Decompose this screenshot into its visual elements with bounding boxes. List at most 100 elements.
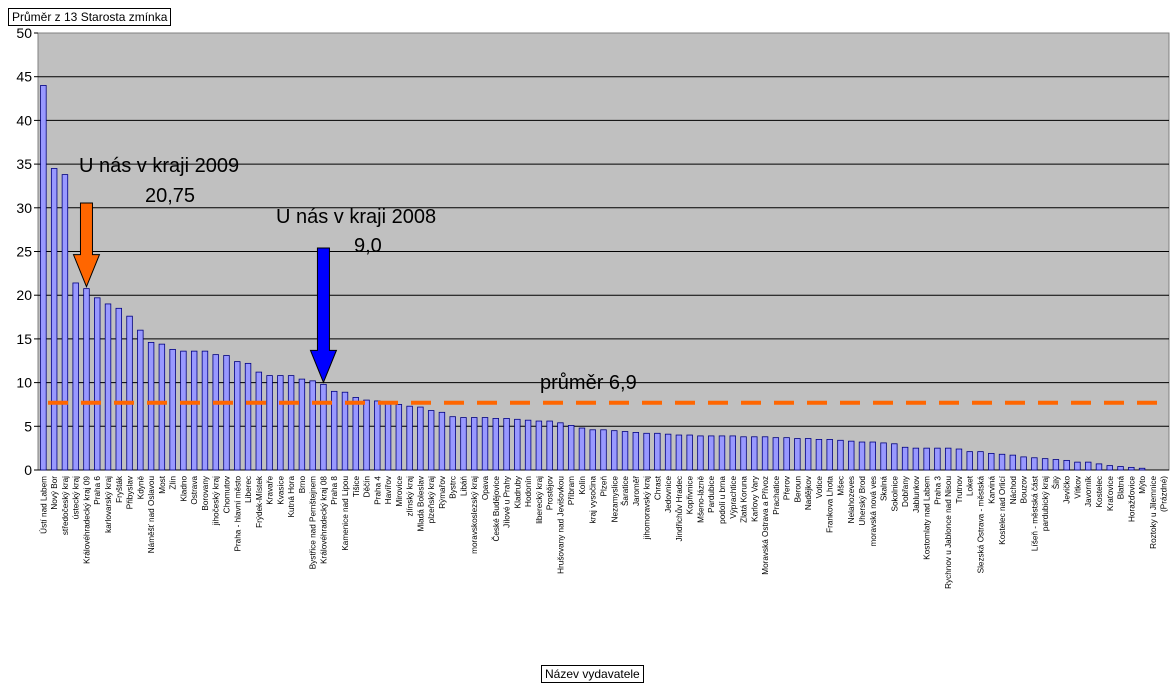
bar xyxy=(729,435,736,471)
bar xyxy=(481,417,489,471)
x-tick-label: České Budějovice xyxy=(491,476,501,542)
x-tick-label: Karlovy Vary xyxy=(750,475,759,522)
x-tick-label: Zlatá Koruna xyxy=(740,476,749,523)
x-tick-label: Libáň xyxy=(459,476,468,496)
bar xyxy=(277,375,284,471)
bar xyxy=(761,436,769,471)
bar xyxy=(1085,461,1092,471)
y-tick-label: 45 xyxy=(16,69,32,85)
y-tick-label: 0 xyxy=(24,462,32,478)
x-tick-label: Beroun xyxy=(793,476,802,503)
bar xyxy=(503,418,510,471)
x-tick-label: Náchod xyxy=(1009,476,1018,505)
bar xyxy=(589,429,596,471)
bar xyxy=(966,451,973,471)
x-tick-label: Kladruby xyxy=(513,475,522,508)
bar xyxy=(815,439,823,471)
x-tick-label: Karviná xyxy=(987,476,996,504)
x-tick-label: Kdyně xyxy=(136,476,145,500)
bar xyxy=(514,418,521,471)
x-tick-label: Kraťovice xyxy=(1106,476,1115,511)
x-tick-label: Pardubice xyxy=(707,476,716,513)
bar xyxy=(783,437,790,471)
bar xyxy=(611,430,618,471)
bar xyxy=(94,297,101,471)
bar xyxy=(417,406,424,471)
x-tick-label: Kamenice nad Lipou xyxy=(341,476,350,551)
x-tick-label: Most xyxy=(158,475,167,493)
bar xyxy=(137,329,144,471)
bar xyxy=(104,303,112,471)
annotation-value: 9,0 xyxy=(354,235,382,257)
x-tick-label: Královéhradecký kraj 09 xyxy=(82,476,91,564)
bar xyxy=(374,400,381,471)
bar xyxy=(1095,463,1103,471)
bar xyxy=(298,378,306,471)
bar xyxy=(858,441,866,471)
x-tick-label: Hodonín xyxy=(524,476,533,507)
x-tick-label: ústecký kraj xyxy=(72,476,81,519)
x-tick-label: Plzeň xyxy=(600,476,609,497)
bar xyxy=(158,343,166,471)
bar xyxy=(891,443,898,471)
x-tick-label: Jílové u Prahy xyxy=(503,475,512,528)
x-tick-label: Kladno xyxy=(179,476,188,502)
x-tick-label: moravská nová ves xyxy=(869,476,878,547)
x-tick-label: Chomutov xyxy=(223,475,232,513)
x-tick-label: karlovarský kraj xyxy=(104,476,113,533)
y-tick-label: 35 xyxy=(16,156,32,172)
x-tick-label: Praha 3 xyxy=(933,476,942,505)
x-tick-label: moravskoslezský kraj xyxy=(470,476,479,554)
bar xyxy=(147,341,155,471)
bar xyxy=(287,375,295,471)
x-tick-label: Šilý xyxy=(1051,475,1061,489)
bar xyxy=(190,350,198,471)
x-tick-label: plzeňský kraj xyxy=(427,476,436,524)
x-tick-label: Dobřany xyxy=(901,475,910,507)
x-tick-label: Nelahozeves xyxy=(847,476,856,523)
bar xyxy=(1074,461,1081,471)
x-tick-label: jihomoravský kraj xyxy=(643,476,652,540)
bar xyxy=(180,350,187,471)
y-tick-label: 5 xyxy=(24,418,32,434)
bar xyxy=(686,434,693,471)
bar xyxy=(1117,466,1124,471)
x-tick-label: Nadějkov xyxy=(804,475,813,510)
bar xyxy=(395,404,403,471)
x-tick-label: Jablunkov xyxy=(912,475,921,513)
bar xyxy=(255,371,263,471)
x-tick-label: Jaroměř xyxy=(632,476,641,506)
bar xyxy=(72,282,79,471)
x-tick-label: Horažďovice xyxy=(1127,476,1136,522)
bar xyxy=(934,447,941,471)
average-label: průměr 6,9 xyxy=(540,372,637,394)
y-tick-label: 20 xyxy=(16,287,32,303)
x-tick-label: Kolín xyxy=(578,476,587,495)
y-tick-label: 15 xyxy=(16,331,32,347)
x-tick-label: Zlín xyxy=(169,476,178,490)
bar xyxy=(341,391,349,471)
bar xyxy=(912,447,920,471)
bars xyxy=(40,85,1146,471)
x-axis-labels: Ústí nad Labem Nový Bor středočeský kraj ús… xyxy=(38,475,1168,589)
bar xyxy=(40,85,47,471)
y-tick-label: 25 xyxy=(16,244,32,260)
bar xyxy=(1106,465,1113,471)
chart-title: Průměr z 13 Starosta zmínka xyxy=(8,8,172,26)
bar xyxy=(1031,457,1038,471)
x-tick-label: Náměšť nad Oslavou xyxy=(147,476,156,554)
x-tick-label: Jindřichův Hradec xyxy=(674,476,684,542)
bar xyxy=(244,362,252,471)
bar xyxy=(977,451,984,471)
bar xyxy=(837,439,844,471)
bar xyxy=(449,416,456,471)
x-tick-label: Frankova Lhota xyxy=(826,476,835,533)
bar xyxy=(944,447,952,471)
x-tick-label: jihočeský kraj xyxy=(212,476,221,526)
bar xyxy=(578,427,586,471)
bar xyxy=(320,383,327,471)
bar xyxy=(664,433,672,471)
bar xyxy=(223,355,230,471)
x-tick-label: Borovany xyxy=(201,475,210,510)
annotation-title: U nás v kraji 2008 xyxy=(276,206,436,228)
